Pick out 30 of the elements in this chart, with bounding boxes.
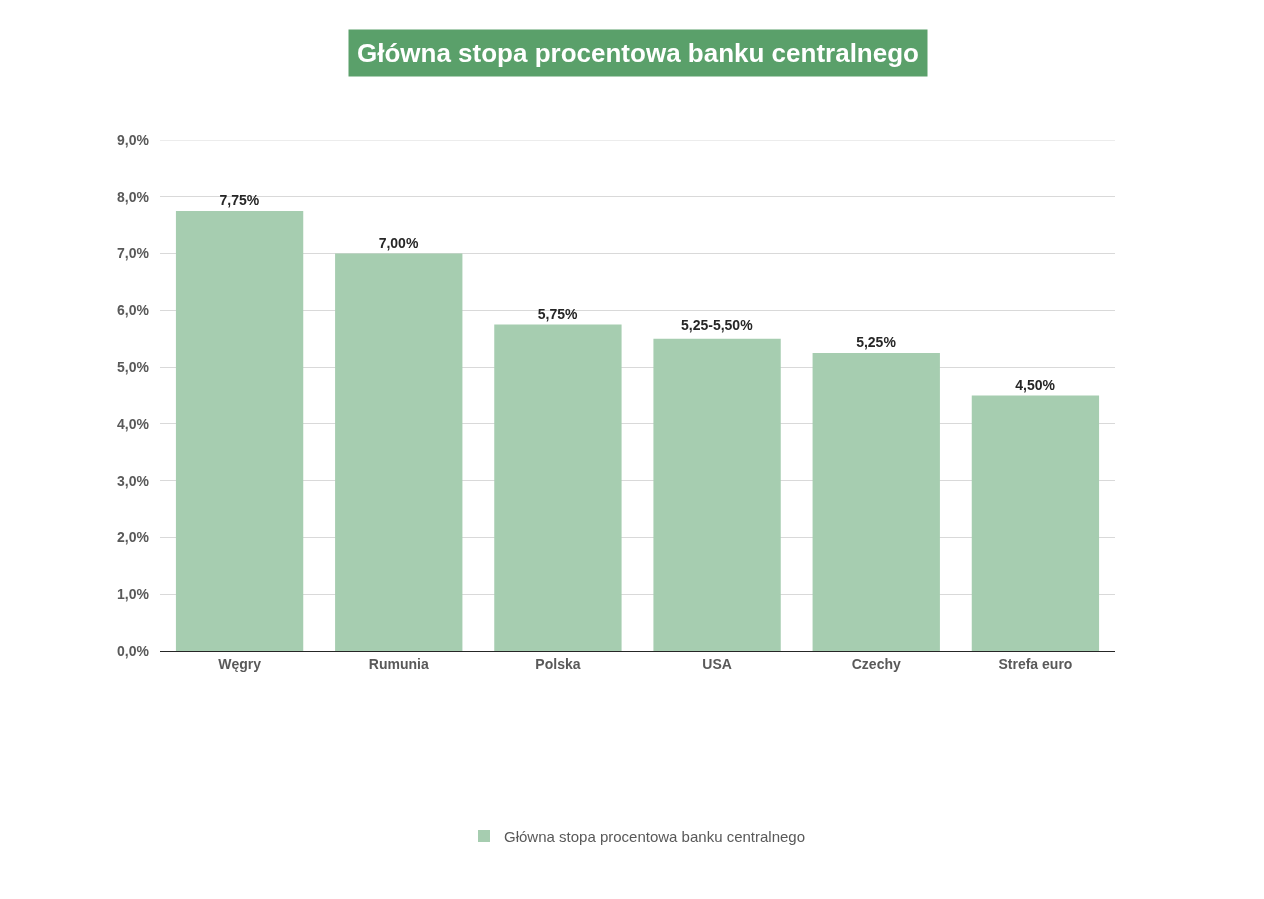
y-tick-label: 6,0% (117, 302, 150, 319)
data-label: 4,50% (1015, 376, 1056, 393)
chart-title: Główna stopa procentowa banku centralnego (357, 38, 919, 68)
bar (653, 338, 781, 651)
y-tick-label: 3,0% (117, 472, 150, 489)
y-tick-label: 1,0% (117, 586, 150, 603)
bar (812, 352, 940, 651)
x-tick-label: Czechy (851, 655, 901, 672)
x-tick-label: Polska (535, 655, 581, 672)
y-tick-label: 7,0% (117, 245, 150, 262)
bar (175, 210, 304, 651)
x-tick-label: Strefa euro (998, 655, 1073, 672)
annotation: 5,25-5,50% (681, 317, 754, 333)
data-label: 7,75% (219, 191, 260, 208)
y-tick-label: 8,0% (117, 188, 150, 205)
x-tick-label: USA (702, 655, 732, 672)
data-label: 7,00% (378, 234, 419, 251)
bar (335, 253, 463, 651)
y-tick-label: 9,0% (117, 131, 150, 148)
data-label: 5,75% (537, 305, 579, 322)
y-tick-label: 4,0% (117, 415, 150, 432)
y-tick-label: 0,0% (117, 642, 150, 659)
bar (494, 324, 622, 651)
x-tick-label: Rumunia (368, 655, 429, 672)
bar (971, 395, 1100, 651)
legend-label: Główna stopa procentowa banku centralnego (504, 827, 806, 845)
y-tick-label: 5,0% (117, 359, 150, 376)
x-tick-label: Węgry (218, 655, 262, 672)
data-label: 5,25% (856, 333, 897, 350)
y-tick-label: 2,0% (117, 529, 150, 546)
